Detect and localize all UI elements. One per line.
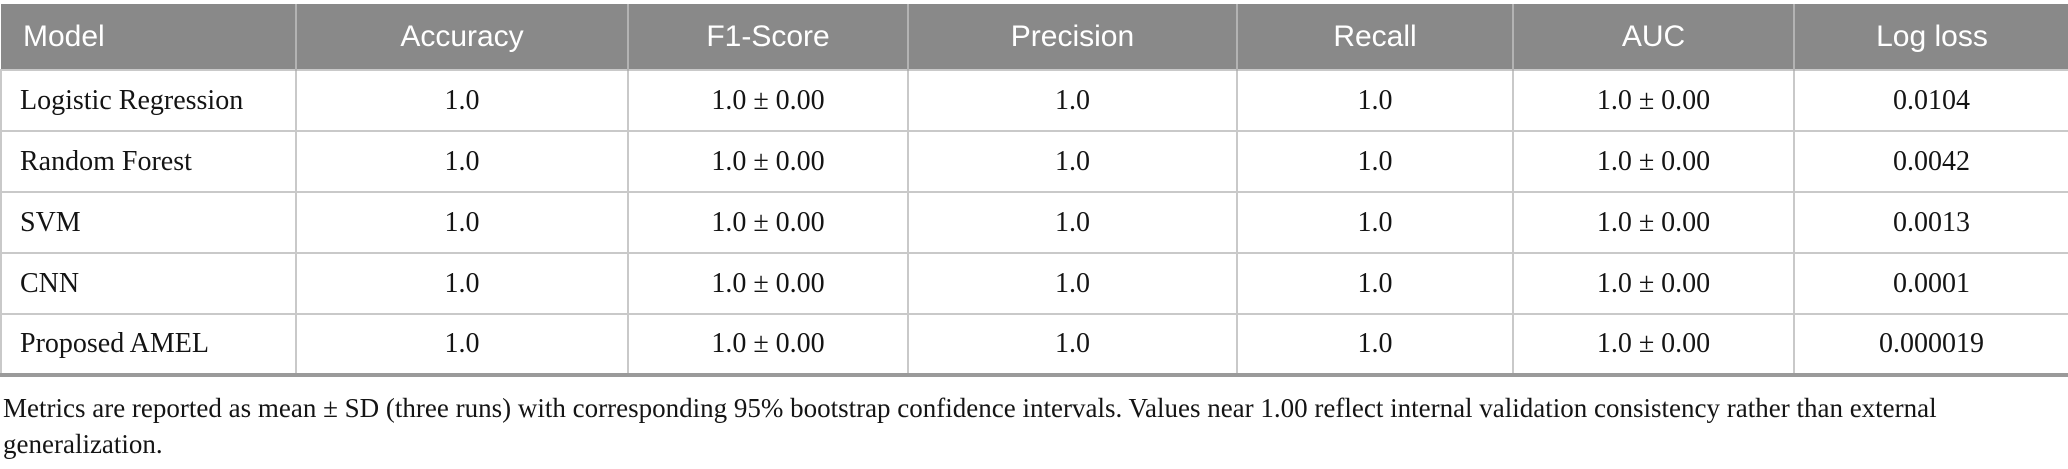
cell-precision: 1.0 [907,130,1238,193]
cell-f1-score: 1.0 ± 0.00 [627,252,909,315]
cell-recall: 1.0 [1236,252,1514,315]
cell-auc: 1.0 ± 0.00 [1512,69,1795,132]
cell-log-loss: 0.0042 [1793,130,2068,193]
column-header-auc: AUC [1512,4,1794,70]
cell-f1-score: 1.0 ± 0.00 [627,191,909,254]
cell-log-loss: 0.0013 [1793,191,2068,254]
cell-log-loss: 0.000019 [1793,313,2068,376]
cell-accuracy: 1.0 [295,130,629,193]
column-header-log-loss: Log loss [1793,4,2068,70]
cell-recall: 1.0 [1236,69,1514,132]
cell-model-name: SVM [0,191,297,254]
table-footnote: Metrics are reported as mean ± SD (three… [3,393,1937,459]
cell-accuracy: 1.0 [295,313,629,376]
cell-f1-score: 1.0 ± 0.00 [627,69,909,132]
header-row: Model Accuracy F1-Score Precision Recall… [1,4,2068,70]
cell-precision: 1.0 [907,69,1238,132]
table-row-proposed-amel: Proposed AMEL 1.0 1.0 ± 0.00 1.0 1.0 1.0… [0,313,2068,376]
cell-accuracy: 1.0 [295,252,629,315]
cell-accuracy: 1.0 [295,69,629,132]
cell-model-name: Proposed AMEL [0,313,297,376]
cell-precision: 1.0 [907,252,1238,315]
cell-f1-score: 1.0 ± 0.00 [627,313,909,376]
table-row-random-forest: Random Forest 1.0 1.0 ± 0.00 1.0 1.0 1.0… [0,130,2068,193]
column-header-precision: Precision [907,4,1237,70]
column-header-model: Model [1,4,296,70]
cell-precision: 1.0 [907,313,1238,376]
cell-recall: 1.0 [1236,313,1514,376]
cell-auc: 1.0 ± 0.00 [1512,313,1795,376]
table-row-svm: SVM 1.0 1.0 ± 0.00 1.0 1.0 1.0 ± 0.00 0.… [0,191,2068,254]
cell-model-name: Logistic Regression [0,69,297,132]
table-row-cnn: CNN 1.0 1.0 ± 0.00 1.0 1.0 1.0 ± 0.00 0.… [0,252,2068,315]
cell-precision: 1.0 [907,191,1238,254]
cell-f1-score: 1.0 ± 0.00 [627,130,909,193]
column-header-f1-score: F1-Score [627,4,908,70]
cell-recall: 1.0 [1236,130,1514,193]
column-header-accuracy: Accuracy [295,4,628,70]
cell-accuracy: 1.0 [295,191,629,254]
cell-model-name: CNN [0,252,297,315]
table-row-logistic-regression: Logistic Regression 1.0 1.0 ± 0.00 1.0 1… [0,69,2068,132]
model-metrics-table: Model Accuracy F1-Score Precision Recall… [0,4,2068,377]
cell-log-loss: 0.0104 [1793,69,2068,132]
cell-auc: 1.0 ± 0.00 [1512,130,1795,193]
cell-model-name: Random Forest [0,130,297,193]
cell-recall: 1.0 [1236,191,1514,254]
cell-auc: 1.0 ± 0.00 [1512,191,1795,254]
cell-auc: 1.0 ± 0.00 [1512,252,1795,315]
column-header-recall: Recall [1236,4,1513,70]
cell-log-loss: 0.0001 [1793,252,2068,315]
